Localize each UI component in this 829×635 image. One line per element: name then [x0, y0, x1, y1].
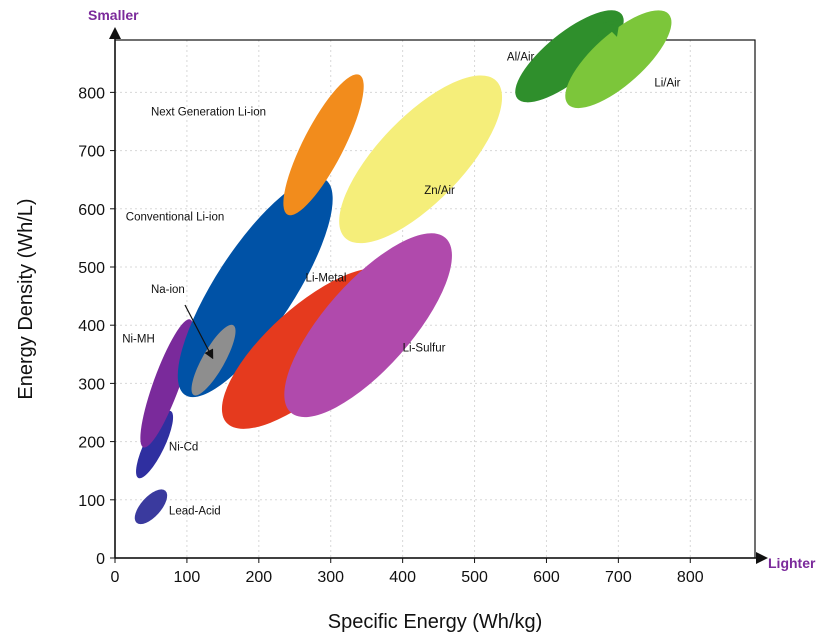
x-tick-label: 200	[245, 569, 272, 586]
region-zn-air	[339, 75, 503, 244]
y-tick-label: 300	[78, 376, 105, 393]
y-tick-label: 800	[78, 85, 105, 102]
x-axis-title: Specific Energy (Wh/kg)	[328, 611, 543, 633]
region-label-next-generation-li-ion: Next Generation Li-ion	[151, 107, 266, 119]
y-direction-label: Smaller	[88, 7, 139, 23]
x-tick-label: 800	[677, 569, 704, 586]
y-tick-label: 0	[96, 551, 105, 568]
x-tick-label: 0	[111, 569, 120, 586]
x-tick-label: 300	[317, 569, 344, 586]
y-axis-title: Energy Density (Wh/L)	[15, 198, 37, 399]
y-tick-label: 500	[78, 260, 105, 277]
na-ion-pointer	[184, 304, 214, 360]
x-tick-label: 600	[533, 569, 560, 586]
regions	[134, 10, 672, 525]
tick-labels: 0 100 200 300 400 500 600 700 800 0 100 200 300 400 50…	[78, 85, 703, 586]
region-label-al-air: Al/Air	[507, 51, 535, 63]
x-tick-label: 400	[389, 569, 416, 586]
region-label-na-ion: Na-ion	[151, 284, 185, 296]
region-ni-mh	[140, 319, 194, 448]
region-label-conventional-li-ion: Conventional Li-ion	[126, 211, 224, 223]
x-direction-label: Lighter	[768, 555, 816, 571]
region-label-ni-cd: Ni-Cd	[169, 441, 198, 453]
region-label-lead-acid: Lead-Acid	[169, 505, 221, 517]
y-tick-label: 100	[78, 493, 105, 510]
growth-arrow	[641, 19, 667, 41]
y-tick-label: 200	[78, 435, 105, 452]
region-li-air	[565, 10, 672, 109]
region-na-ion	[191, 324, 236, 396]
region-label-ni-mh: Ni-MH	[122, 334, 155, 346]
y-tick-label: 400	[78, 318, 105, 335]
x-tick-label: 700	[605, 569, 632, 586]
region-lead-acid	[134, 489, 168, 525]
region-next-generation-li-ion	[283, 74, 364, 216]
region-ni-cd	[136, 410, 174, 479]
x-tick-label: 100	[174, 569, 201, 586]
region-li-sulfur	[284, 233, 452, 418]
region-al-air	[515, 10, 624, 103]
x-tick-label: 500	[461, 569, 488, 586]
region-label-li-metal: Li-Metal	[306, 273, 347, 285]
region-label-zn-air: Zn/Air	[424, 185, 455, 197]
growth-arrow	[595, 19, 620, 41]
y-tick-label: 700	[78, 144, 105, 161]
region-label-li-sulfur: Li-Sulfur	[403, 342, 446, 354]
y-tick-label: 600	[78, 202, 105, 219]
region-label-li-air: Li/Air	[654, 78, 680, 90]
region-labels: Lead-Acid Ni-Cd Ni-MH Conventional Li-ion Na…	[122, 51, 681, 517]
